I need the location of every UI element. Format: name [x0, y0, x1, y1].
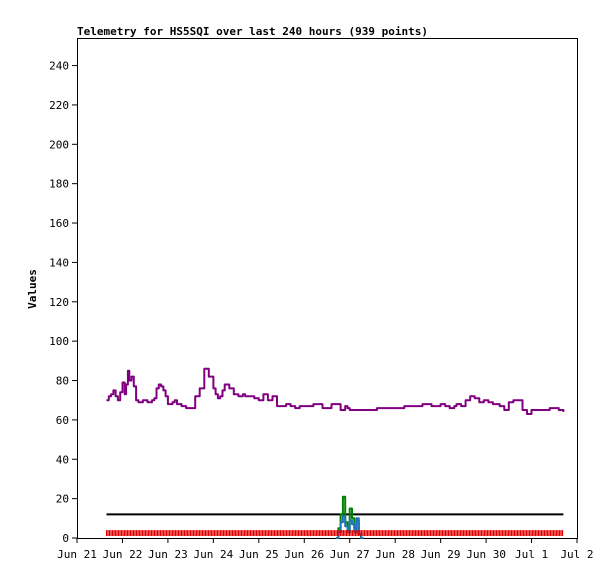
y-tick-label: 240 [49, 60, 69, 73]
x-tick-label: Jun 27 [330, 548, 370, 561]
y-axis: 0 20 40 60 80 100 120 140 160 180 200 220 240 [49, 60, 77, 545]
x-tick-label: Jun 22 [103, 548, 143, 561]
y-tick-label: 220 [49, 99, 69, 112]
x-tick-label: Jun 23 [148, 548, 188, 561]
x-tick-label: Jun 29 [421, 548, 461, 561]
y-tick-label: 200 [49, 138, 69, 151]
chart-title: Telemetry for HS5SQI over last 240 hours… [77, 25, 428, 38]
y-tick-label: 60 [56, 414, 69, 427]
x-tick-label: Jun 30 [466, 548, 506, 561]
x-axis: Jun 21 Jun 22 Jun 23 Jun 24 Jun 25 Jun 26 Jun … [57, 538, 594, 561]
series-0-line [106, 367, 565, 415]
series-layer [105, 367, 565, 539]
x-tick-label: Jun 24 [193, 548, 233, 561]
plot-frame [77, 38, 578, 539]
y-tick-label: 140 [49, 256, 69, 269]
y-tick-label: 180 [49, 178, 69, 191]
y-tick-label: 100 [49, 335, 69, 348]
y-tick-label: 160 [49, 217, 69, 230]
x-tick-label: Jun 28 [375, 548, 415, 561]
y-tick-label: 40 [56, 453, 69, 466]
series-3-line [336, 515, 364, 539]
x-tick-label: Jun 26 [284, 548, 324, 561]
x-tick-label: Jul 1 [515, 548, 548, 561]
y-tick-label: 120 [49, 296, 69, 309]
y-axis-title: Values [26, 269, 39, 309]
series-4-band [105, 530, 564, 537]
y-tick-label: 0 [62, 532, 69, 545]
x-tick-label: Jun 21 [57, 548, 97, 561]
x-tick-label: Jun 25 [239, 548, 279, 561]
y-tick-label: 80 [56, 375, 69, 388]
x-tick-label: Jul 2 [560, 548, 593, 561]
y-tick-label: 20 [56, 493, 69, 506]
